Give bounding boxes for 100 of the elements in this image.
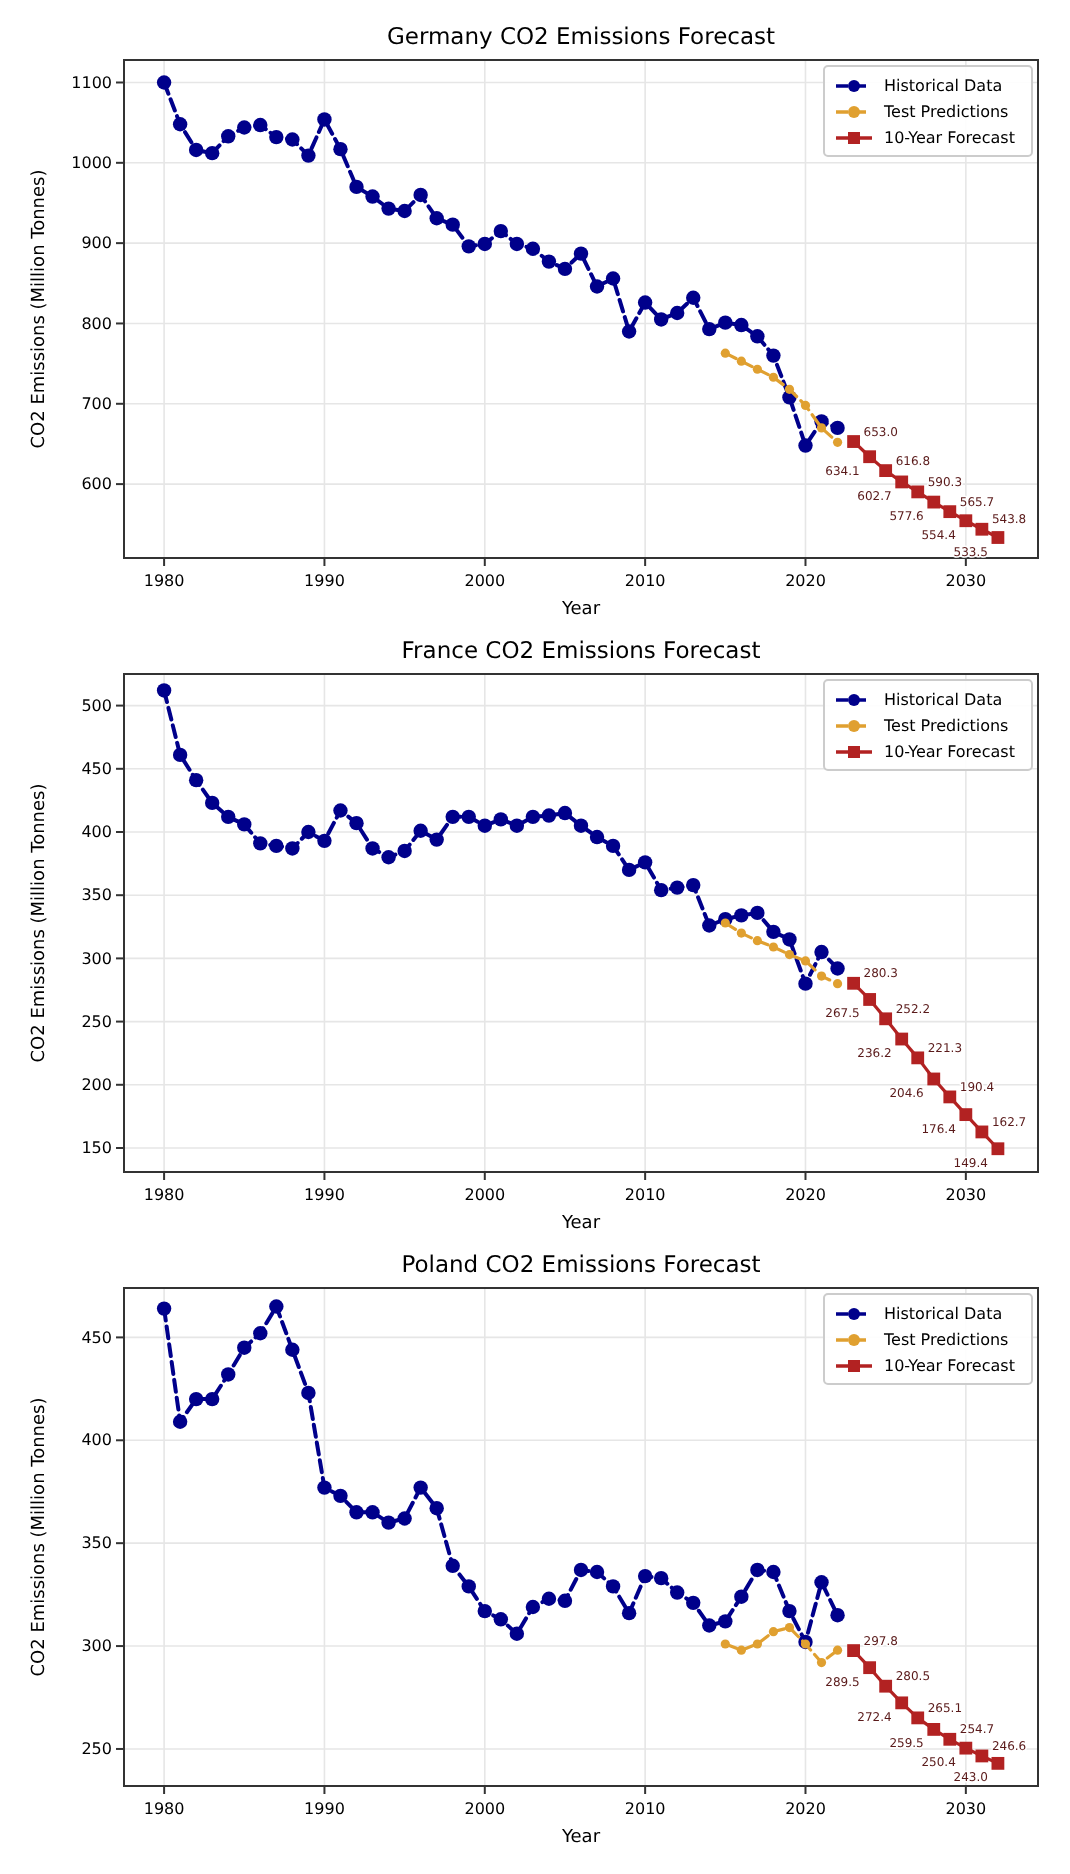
- point: [863, 993, 877, 1006]
- point: [188, 772, 204, 788]
- x-tick-label: 2010: [624, 1800, 666, 1818]
- point: [782, 1603, 797, 1619]
- point: [477, 236, 492, 252]
- point: [766, 348, 781, 363]
- x-tick-label: 2000: [464, 1800, 506, 1818]
- point: [285, 841, 300, 856]
- x-tick-label: 2010: [624, 1186, 666, 1204]
- x-axis-title: Year: [559, 1828, 601, 1848]
- chart-title: Germany CO2 Emissions Forecast: [386, 22, 777, 50]
- point: [493, 223, 509, 239]
- x-tick-label: 2030: [945, 1186, 987, 1204]
- point: [702, 918, 717, 933]
- chart-title: Poland CO2 Emissions Forecast: [401, 1250, 762, 1278]
- y-tick-label: 350: [81, 886, 112, 905]
- point: [204, 145, 220, 161]
- y-tick-label: 200: [81, 1075, 112, 1094]
- point: [670, 305, 685, 321]
- point: [509, 236, 525, 252]
- point: [752, 936, 762, 946]
- legend-label: Test Predictions: [882, 1331, 1009, 1350]
- x-tick-label: 1980: [143, 1800, 185, 1818]
- point: [814, 944, 829, 960]
- point: [670, 880, 685, 895]
- point: [830, 1608, 845, 1623]
- y-tick-label: 450: [81, 1328, 112, 1347]
- point: [766, 924, 781, 940]
- point: [991, 531, 1005, 544]
- y-axis-title: CO2 Emissions (Million Tonnes): [30, 783, 50, 1063]
- point: [895, 1032, 909, 1046]
- point: [509, 1626, 525, 1641]
- point: [752, 1639, 762, 1649]
- point: [670, 1585, 685, 1600]
- point: [221, 1367, 236, 1382]
- point: [156, 1301, 172, 1316]
- point: [991, 1756, 1005, 1770]
- y-tick-label: 300: [81, 1637, 112, 1656]
- point: [621, 1605, 637, 1621]
- point: [621, 862, 637, 878]
- y-tick-label: 350: [81, 1534, 112, 1553]
- point: [784, 1622, 795, 1633]
- point: [317, 112, 332, 127]
- point: [333, 141, 348, 157]
- point: [573, 1562, 589, 1578]
- point: [445, 1558, 460, 1574]
- point: [461, 809, 476, 825]
- point: [541, 254, 557, 269]
- legend-label: 10-Year Forecast: [884, 743, 1015, 762]
- point: [736, 356, 746, 366]
- y-tick-label: 250: [81, 1740, 112, 1759]
- point: [413, 823, 428, 838]
- point: [397, 203, 412, 219]
- point: [204, 795, 220, 811]
- point: [301, 824, 316, 840]
- point: [832, 437, 843, 447]
- point: [269, 838, 284, 854]
- point: [750, 1562, 765, 1578]
- point: [800, 400, 811, 410]
- point: [397, 1511, 412, 1526]
- y-tick-label: 600: [81, 475, 112, 494]
- point: [381, 1515, 396, 1530]
- point: [493, 812, 509, 827]
- y-axis-title: CO2 Emissions (Million Tonnes): [30, 169, 50, 449]
- point: [991, 1142, 1005, 1156]
- point: [509, 818, 525, 833]
- point: [349, 1505, 364, 1520]
- y-tick-label: 400: [81, 1431, 112, 1450]
- x-tick-label: 1990: [304, 572, 345, 590]
- point: [365, 841, 380, 856]
- point: [188, 142, 204, 158]
- point: [816, 971, 827, 981]
- point: [445, 217, 460, 232]
- legend-label: Historical Data: [884, 77, 1003, 96]
- point: [637, 295, 653, 310]
- point: [800, 1639, 811, 1649]
- point: [253, 117, 268, 133]
- point: [766, 1564, 781, 1580]
- y-axis-title: CO2 Emissions (Million Tonnes): [30, 1397, 50, 1677]
- legend-label: Test Predictions: [882, 717, 1009, 736]
- point: [784, 950, 795, 960]
- point: [269, 1299, 284, 1314]
- legend-label: Historical Data: [884, 691, 1003, 710]
- point: [734, 317, 749, 333]
- point: [879, 464, 893, 478]
- point: [589, 829, 605, 845]
- y-tick-label: 700: [81, 394, 112, 413]
- x-tick-label: 2020: [785, 1186, 826, 1204]
- x-tick-label: 2000: [464, 1186, 506, 1204]
- point: [768, 1627, 779, 1637]
- point: [621, 324, 637, 339]
- point: [237, 817, 252, 832]
- point: [477, 1603, 492, 1619]
- point: [686, 877, 701, 893]
- point: [768, 942, 779, 952]
- point: [253, 1326, 268, 1341]
- x-tick-label: 2020: [785, 1800, 826, 1818]
- point: [204, 1391, 220, 1407]
- point: [653, 1570, 669, 1586]
- point: [943, 505, 957, 519]
